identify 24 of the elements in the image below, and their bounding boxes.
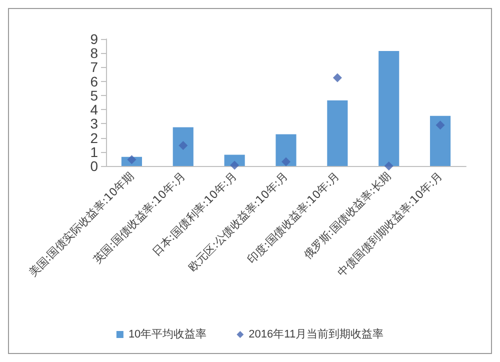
legend-label: 2016年11月当前到期收益率 <box>248 328 384 340</box>
y-tick-label: 3 <box>90 116 98 132</box>
y-tick-label: 9 <box>90 31 98 47</box>
bar <box>378 50 400 166</box>
point <box>230 160 240 170</box>
y-tick-label: 2 <box>90 130 98 146</box>
point <box>127 155 136 164</box>
y-tick-label: 8 <box>90 45 98 62</box>
legend-label: 10年平均收益率 <box>128 328 207 340</box>
y-tick-label: 5 <box>90 87 98 104</box>
y-tick-label: 4 <box>90 102 98 118</box>
y-tick-label: 1 <box>90 144 98 160</box>
y-tick-label: 0 <box>90 158 98 174</box>
bar <box>172 127 194 166</box>
y-tick-label: 6 <box>90 73 98 90</box>
point <box>436 120 445 130</box>
point <box>282 157 290 166</box>
bar <box>327 100 348 166</box>
point <box>178 141 188 150</box>
point <box>332 73 342 82</box>
bar <box>276 134 296 166</box>
bar <box>430 116 451 166</box>
y-tick-label: 7 <box>90 59 98 76</box>
point <box>384 162 394 170</box>
